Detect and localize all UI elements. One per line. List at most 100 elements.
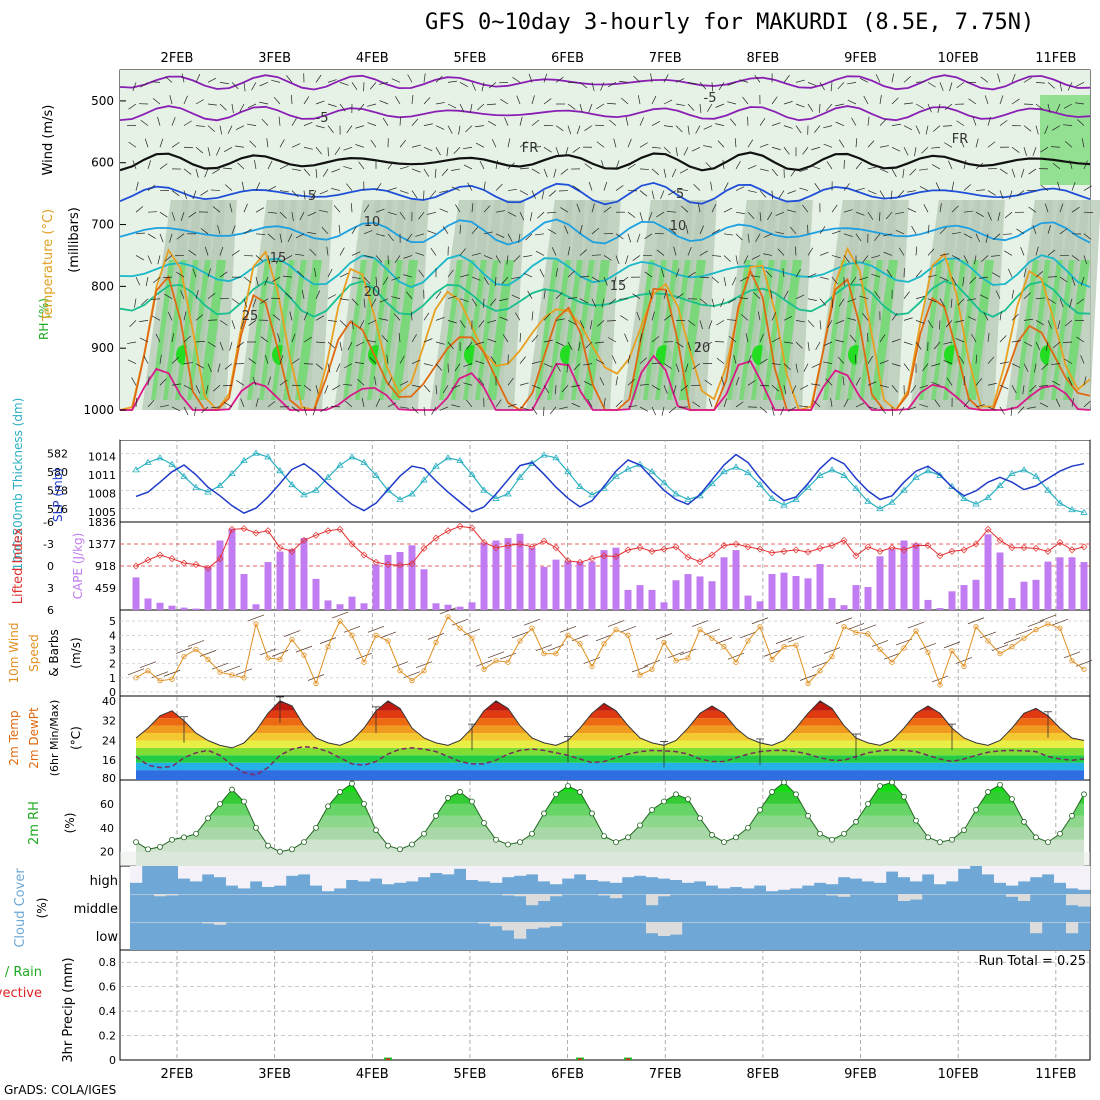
upper-wind-barb — [371, 298, 377, 307]
cloud-clear-high — [202, 866, 215, 875]
upper-wind-barb — [615, 160, 620, 170]
rh-point — [277, 848, 283, 855]
upper-wind-barb — [515, 312, 521, 321]
upper-wind-barb — [159, 163, 168, 170]
upper-wind-barb — [223, 146, 233, 152]
upper-wind-barb — [291, 94, 293, 105]
wind-barb — [619, 625, 637, 633]
cloud-clear-middle — [622, 894, 635, 895]
upper-wind-barb — [1075, 102, 1085, 105]
upper-wind-barb — [240, 320, 245, 330]
upper-wind-barb — [951, 276, 957, 286]
cloud-clear-high — [910, 866, 923, 882]
upper-wind-barb — [1047, 103, 1051, 113]
cloud-clear-low — [250, 922, 263, 923]
upper-wind-barb — [735, 160, 741, 170]
wind-speed-point — [841, 624, 847, 630]
upper-wind-barb — [903, 76, 911, 83]
thickness-point — [288, 480, 296, 488]
cloud-clear-low — [646, 922, 659, 934]
wind-speed-point — [445, 614, 451, 620]
cloud-clear-middle — [262, 894, 275, 895]
wind-speed-point — [913, 628, 919, 634]
thickness-point — [852, 484, 860, 491]
wind-speed-point — [925, 649, 931, 655]
rh2m-unit-label: (%) — [63, 813, 77, 834]
cloud-clear-high — [1018, 866, 1031, 882]
upper-wind-barb — [1075, 82, 1085, 87]
upper-wind-barb — [969, 276, 977, 284]
rh-point — [457, 789, 463, 795]
li-point — [660, 545, 668, 553]
upper-wind-barb — [795, 294, 805, 300]
upper-wind-barb — [435, 363, 443, 371]
upper-wind-barb — [541, 190, 545, 200]
upper-wind-barb — [1044, 125, 1049, 135]
cloud-clear-high — [562, 866, 575, 879]
upper-wind-barb — [393, 313, 401, 321]
upper-wind-barb — [495, 233, 505, 238]
upper-wind-barb — [771, 337, 781, 343]
thickness-point — [588, 491, 596, 498]
upper-wind-barb — [180, 212, 185, 221]
upper-wind-barb — [478, 377, 485, 386]
upper-wind-barb — [295, 253, 305, 256]
upper-wind-barb — [303, 190, 306, 200]
upper-wind-barb — [519, 382, 529, 386]
upper-wind-barb — [195, 385, 201, 394]
upper-wind-barb — [683, 147, 689, 156]
upper-wind-barb — [999, 168, 1008, 175]
cloud-clear-high — [214, 866, 227, 878]
rh-point — [961, 827, 967, 834]
cloud-clear-high — [514, 866, 527, 876]
wind-speed-point — [301, 652, 307, 658]
upper-wind-barb — [891, 385, 898, 393]
upper-wind-barb — [931, 363, 941, 367]
upper-wind-barb — [975, 162, 984, 170]
upper-wind-barb — [212, 385, 221, 392]
cloud-clear-high — [334, 866, 347, 889]
cape-bar — [1068, 557, 1076, 610]
upper-wind-barb — [231, 250, 240, 256]
upper-wind-barb — [1071, 398, 1075, 407]
upper-wind-barb — [150, 81, 161, 83]
upper-wind-barb — [984, 95, 989, 105]
upper-wind-barb — [471, 226, 479, 235]
wind-speed-point — [481, 666, 487, 672]
upper-wind-barb — [195, 125, 205, 127]
wind-barb — [991, 644, 1009, 652]
upper-wind-barb — [819, 276, 829, 280]
upper-wind-barb — [711, 298, 715, 308]
cape-bar — [792, 575, 800, 610]
cloud-clear-low — [214, 922, 227, 925]
upper-wind-barb — [699, 82, 707, 90]
upper-wind-barb — [692, 363, 701, 370]
upper-wind-barb — [591, 227, 600, 235]
upper-wind-barb — [607, 102, 617, 105]
upper-wind-barb — [583, 381, 593, 386]
upper-wind-barb — [1081, 138, 1085, 148]
upper-wind-barb — [723, 255, 731, 262]
cloud-clear-middle — [322, 894, 335, 895]
rh-shading — [583, 260, 610, 400]
cloud-clear-middle — [790, 894, 803, 895]
upper-wind-barb — [723, 398, 728, 408]
cloud-clear-high — [1006, 866, 1019, 886]
upper-wind-barb — [826, 161, 833, 170]
wind10-label-line3: & Barbs — [47, 629, 61, 677]
upper-wind-barb — [333, 205, 341, 213]
upper-wind-barb — [387, 377, 393, 386]
upper-wind-barb — [567, 246, 571, 256]
upper-wind-barb — [1035, 341, 1041, 351]
upper-wind-barb — [934, 341, 941, 350]
upper-ytick: 600 — [91, 156, 114, 170]
upper-wind-barb — [842, 376, 845, 386]
upper-wind-barb — [879, 212, 881, 222]
cloud-clear-middle — [802, 894, 815, 895]
upper-wind-barb — [181, 73, 185, 83]
cloud-clear-low — [370, 922, 383, 923]
li-point — [444, 527, 452, 535]
isotherm-line — [119, 151, 1091, 172]
cloud-clear-low — [814, 922, 827, 923]
